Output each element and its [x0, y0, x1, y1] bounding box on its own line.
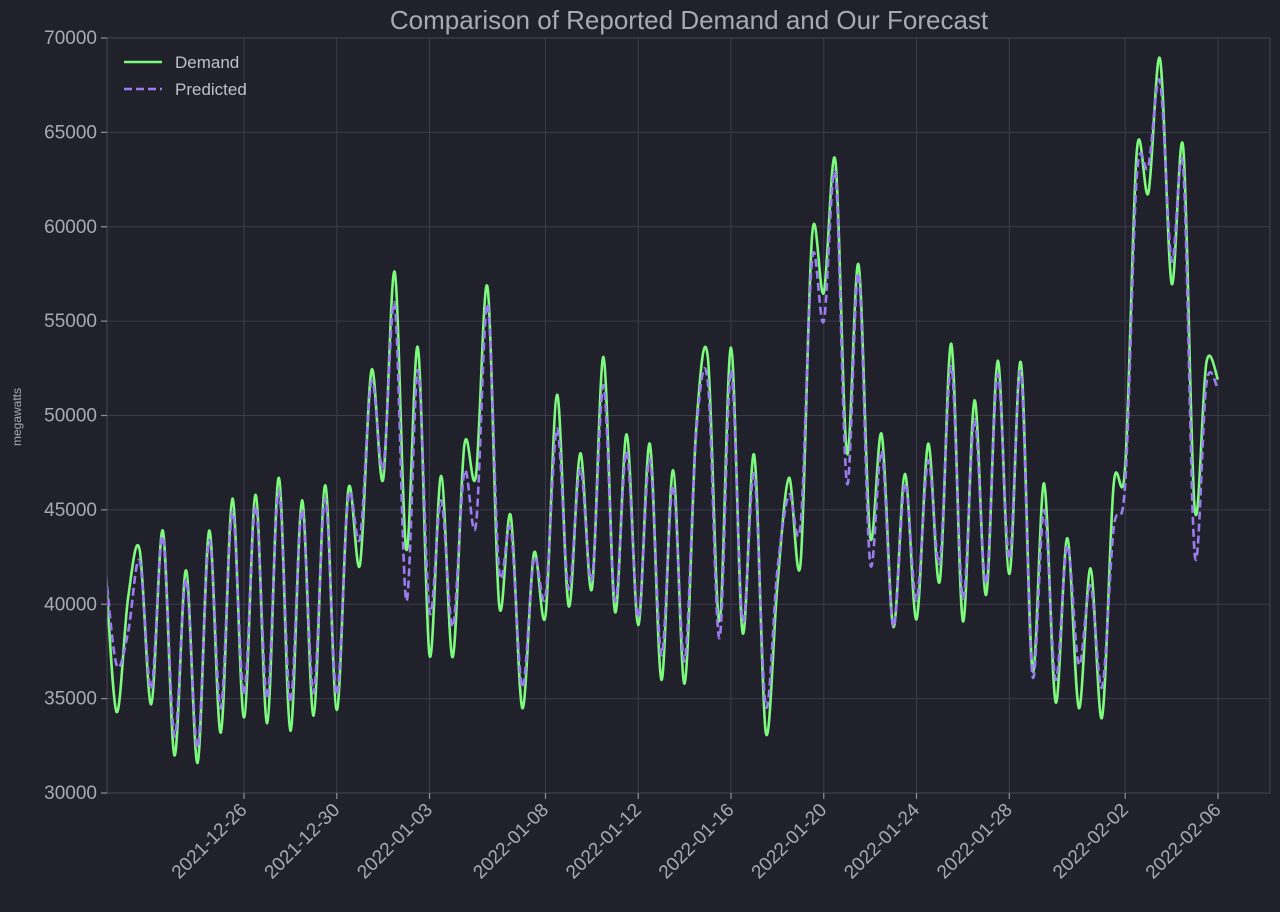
y-tick-label: 55000	[44, 311, 97, 332]
y-tick-label: 35000	[44, 689, 97, 710]
y-tick-label: 45000	[44, 500, 97, 521]
y-tick-label: 60000	[44, 217, 97, 238]
series-line-predicted	[107, 78, 1220, 750]
y-tick-label: 65000	[44, 122, 97, 143]
legend-label-predicted: Predicted	[175, 80, 247, 99]
y-tick-label: 50000	[44, 406, 97, 427]
y-tick-label: 40000	[44, 594, 97, 615]
legend: Demand Predicted	[124, 53, 247, 99]
y-tick-label: 70000	[44, 28, 97, 49]
grid	[107, 37, 1270, 794]
y-tick-label: 30000	[44, 783, 97, 804]
y-axis-label: megawatts	[10, 388, 24, 446]
chart-title: Comparison of Reported Demand and Our Fo…	[390, 5, 989, 35]
legend-label-demand: Demand	[175, 53, 239, 72]
series	[107, 56, 1220, 765]
